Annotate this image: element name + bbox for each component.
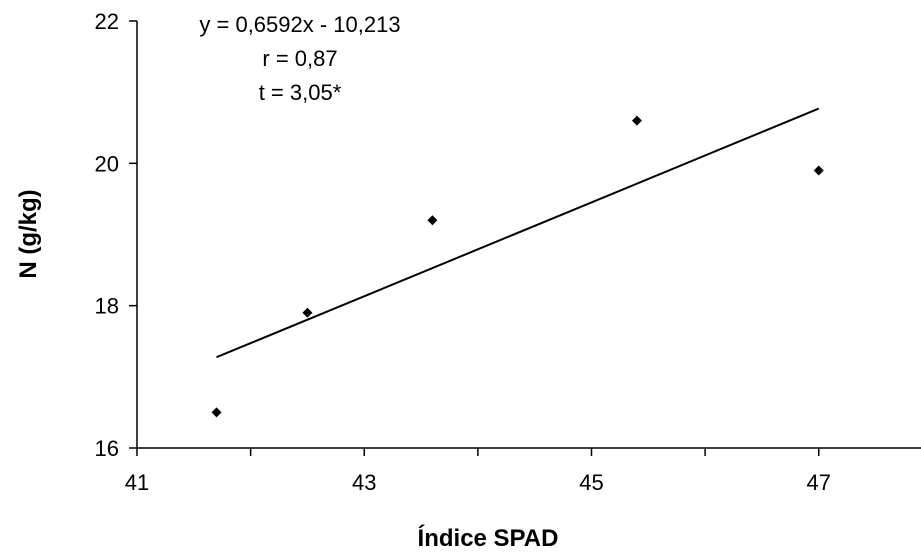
data-point	[813, 165, 824, 176]
data-point	[427, 215, 438, 226]
x-tick-label: 41	[125, 470, 149, 495]
y-tick-label: 16	[95, 436, 119, 461]
r-annotation: r = 0,87	[262, 46, 337, 71]
x-axis-title: Índice SPAD	[418, 524, 559, 552]
data-point	[302, 307, 313, 318]
data-point	[211, 407, 222, 418]
x-tick-label: 43	[352, 470, 376, 495]
y-tick-label: 18	[95, 294, 119, 319]
data-point	[631, 115, 642, 126]
data-points	[211, 115, 824, 418]
y-axis-title: N (g/kg)	[15, 189, 42, 278]
y-tick-label: 22	[95, 9, 119, 34]
y-tick-label: 20	[95, 151, 119, 176]
t-annotation: t = 3,05*	[259, 80, 342, 105]
trendline-layer	[216, 107, 820, 359]
trendline	[216, 107, 820, 359]
x-tick-label: 47	[806, 470, 830, 495]
axes: 16 18 20 22 41 43 45 47	[95, 9, 921, 495]
x-tick-label: 45	[579, 470, 603, 495]
equation-annotation: y = 0,6592x - 10,213	[199, 12, 400, 37]
